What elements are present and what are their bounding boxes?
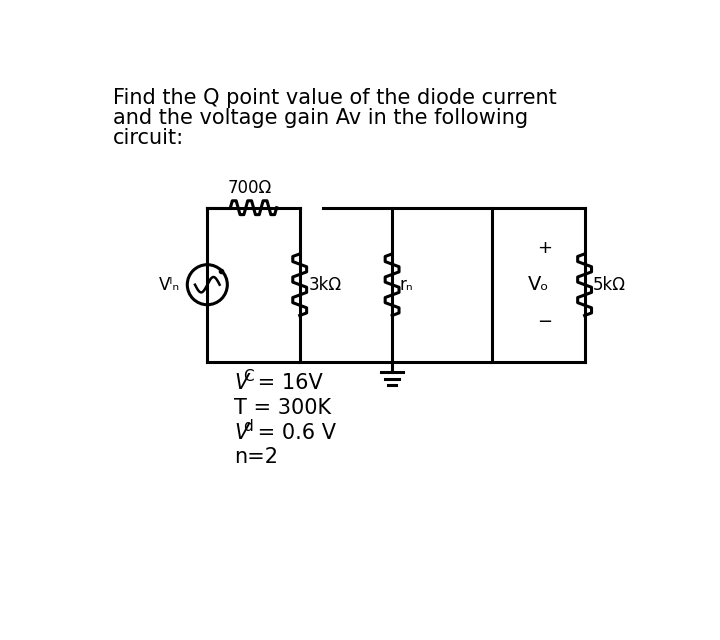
Text: Vᴵₙ: Vᴵₙ xyxy=(158,276,179,294)
Text: n=2: n=2 xyxy=(234,447,278,467)
Text: 700Ω: 700Ω xyxy=(228,179,271,197)
Text: 3kΩ: 3kΩ xyxy=(309,276,342,294)
Text: V: V xyxy=(234,422,248,442)
Text: Find the Q point value of the diode current: Find the Q point value of the diode curr… xyxy=(113,88,557,108)
Text: T = 300K: T = 300K xyxy=(234,398,331,418)
Text: C: C xyxy=(243,369,254,385)
Text: +: + xyxy=(537,239,552,257)
Text: −: − xyxy=(537,313,552,331)
Text: circuit:: circuit: xyxy=(113,129,184,148)
Text: = 16V: = 16V xyxy=(251,373,323,393)
Text: 5kΩ: 5kΩ xyxy=(593,276,625,294)
Text: Vₒ: Vₒ xyxy=(528,275,549,294)
Text: d: d xyxy=(243,419,253,434)
Text: V: V xyxy=(234,373,248,393)
Text: = 0.6 V: = 0.6 V xyxy=(251,422,336,442)
Text: and the voltage gain Av in the following: and the voltage gain Av in the following xyxy=(113,108,528,129)
Text: rₙ: rₙ xyxy=(400,276,413,294)
